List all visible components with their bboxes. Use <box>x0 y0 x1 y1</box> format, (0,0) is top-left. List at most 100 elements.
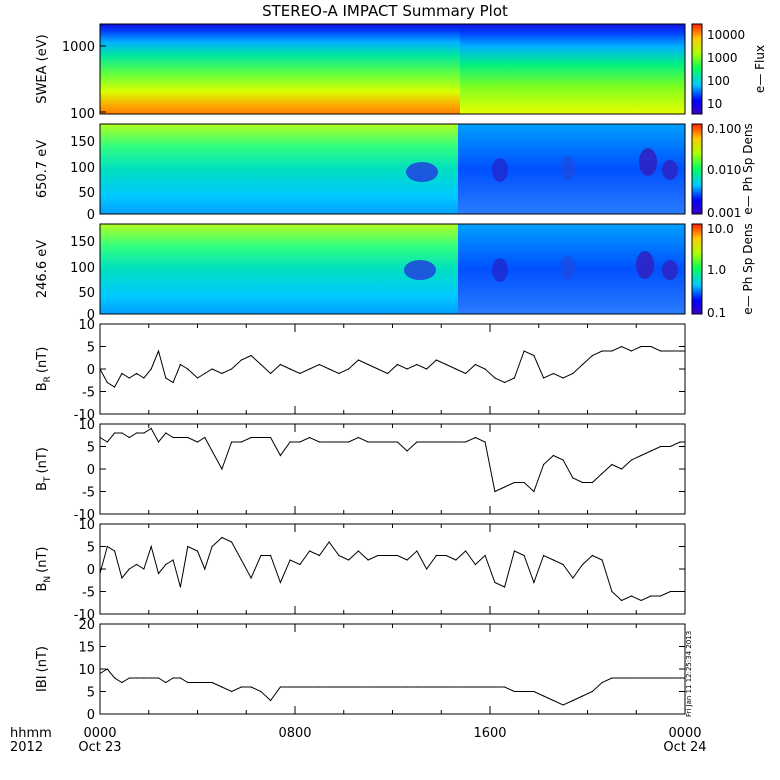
y-tick-label: 10 <box>78 518 95 533</box>
data-point <box>196 681 199 684</box>
data-point <box>179 586 181 588</box>
data-point <box>367 686 369 688</box>
data-point <box>211 450 213 452</box>
y-tick-label: -5 <box>82 486 95 501</box>
data-point <box>552 454 555 457</box>
data-point <box>543 463 545 466</box>
data-point <box>279 454 281 457</box>
data-point <box>196 550 199 552</box>
data-point <box>562 563 564 566</box>
data-point <box>211 545 213 548</box>
swea-ytick-1000: 1000 <box>62 40 95 55</box>
panel-magnitude: 20 15 10 5 0 IBI (nT) <box>35 618 686 723</box>
data-point <box>196 377 199 379</box>
data-point <box>309 368 311 370</box>
data-point <box>416 441 418 443</box>
data-point <box>221 536 223 539</box>
pitch-246-cbar-tick-2: 1.0 <box>707 263 726 277</box>
data-point <box>309 686 311 688</box>
data-point <box>445 441 447 443</box>
swea-spectrogram-panel: 1000 100 SWEA (eV) 10000 1000 100 10 e— … <box>35 23 767 122</box>
data-point <box>128 677 130 679</box>
data-point <box>260 554 262 557</box>
data-point <box>221 686 223 688</box>
swea-frame <box>99 23 686 115</box>
pitch-650-cbar-tick-1: 0.100 <box>707 122 741 136</box>
data-point <box>289 441 291 443</box>
pitch-650-ytick-100: 100 <box>70 161 95 176</box>
data-point <box>143 377 145 379</box>
data-point <box>387 554 389 557</box>
data-point <box>552 372 555 375</box>
data-point <box>250 436 252 439</box>
data-point <box>289 686 291 688</box>
data-point <box>572 699 574 702</box>
data-point <box>150 677 152 679</box>
pitch-246-ytick-0: 0 <box>87 308 95 323</box>
data-point <box>136 677 138 679</box>
data-point <box>650 450 652 452</box>
data-point <box>523 350 525 352</box>
data-point <box>99 572 101 575</box>
data-point <box>474 563 476 566</box>
data-point <box>318 686 320 688</box>
data-point <box>114 432 116 434</box>
y-tick-label: 10 <box>78 663 95 678</box>
data-point <box>504 381 506 384</box>
data-point <box>299 441 301 443</box>
date-tick-label: Oct 24 <box>663 740 706 755</box>
data-point <box>435 441 437 443</box>
data-point <box>348 441 350 443</box>
data-point <box>406 450 408 452</box>
data-point <box>523 554 525 557</box>
y-axis-label-unit: (nT) <box>35 447 50 473</box>
data-point <box>445 363 447 366</box>
data-point <box>543 554 545 557</box>
data-point <box>106 668 108 670</box>
data-point <box>669 350 672 352</box>
data-point <box>150 427 152 430</box>
data-point <box>150 368 152 370</box>
pitch-650-base <box>100 124 458 214</box>
data-point <box>172 677 174 679</box>
data-point <box>543 377 545 379</box>
y-tick-label: 0 <box>87 708 95 723</box>
data-point <box>435 554 437 557</box>
data-point <box>289 368 291 370</box>
data-point <box>679 590 681 593</box>
data-point <box>367 363 369 366</box>
data-point <box>513 377 516 379</box>
pitch-246-ylabel: 246.6 eV <box>35 240 50 298</box>
y-axis-label-main: B <box>35 583 50 592</box>
data-point <box>494 490 496 493</box>
data-point <box>299 563 301 566</box>
swea-spectrogram-high <box>460 24 685 114</box>
data-point <box>279 363 281 366</box>
data-point <box>684 677 686 679</box>
data-point <box>630 595 633 597</box>
data-point <box>494 686 496 688</box>
data-point <box>357 550 359 552</box>
data-point <box>445 686 447 688</box>
panel-frame <box>99 523 686 615</box>
data-point <box>611 350 613 352</box>
data-point <box>179 677 181 679</box>
data-point <box>396 554 398 557</box>
time-tick-label: 0000 <box>83 726 116 741</box>
data-point <box>650 677 652 679</box>
data-point <box>299 686 301 688</box>
data-point <box>240 686 242 688</box>
data-point <box>601 472 603 475</box>
time-axis-row2-label: 2012 <box>10 740 43 755</box>
data-point <box>455 559 457 561</box>
pitch-246-panel: 150 100 50 0 246.6 eV 10.0 1.0 0.1 e— Ph… <box>35 222 755 323</box>
y-tick-label: 20 <box>78 618 95 633</box>
data-point <box>231 441 233 443</box>
data-point <box>630 459 633 461</box>
data-point <box>367 559 369 561</box>
data-point <box>684 590 686 593</box>
data-point <box>474 436 476 439</box>
data-point <box>328 686 330 688</box>
data-point <box>377 554 379 557</box>
